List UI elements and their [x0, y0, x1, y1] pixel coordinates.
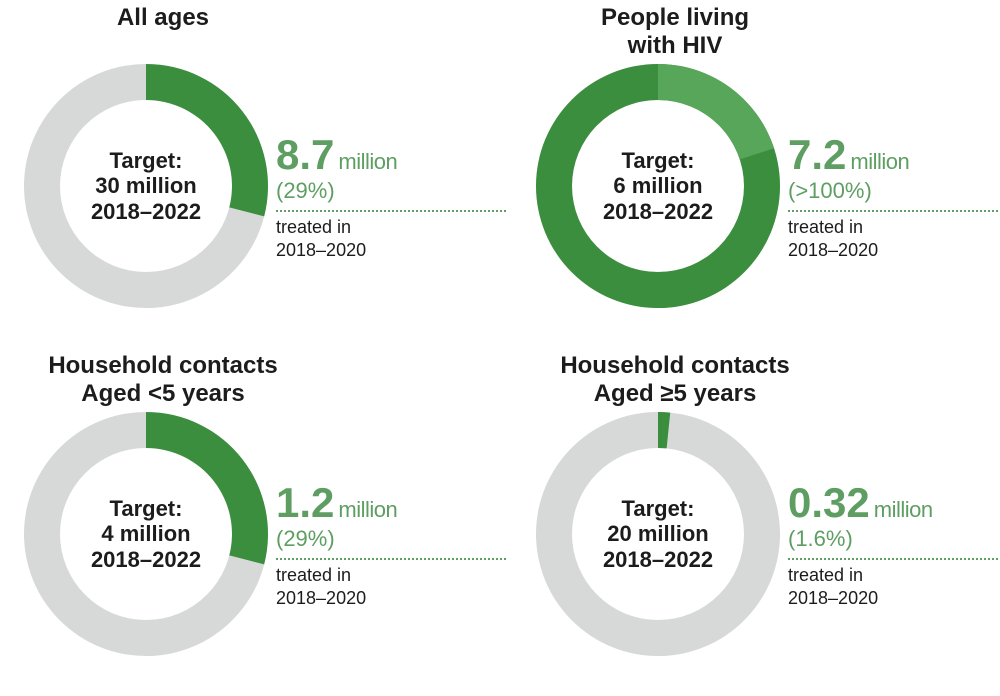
center-line-3: 2018–2022 [603, 199, 713, 224]
achieved-callout: 8.7million(29%)treated in2018–2020 [276, 134, 506, 261]
chart-grid: All agesTarget:30 million2018–20228.7mil… [0, 0, 1000, 696]
donut-center-label: Target:20 million2018–2022 [603, 496, 713, 572]
achieved-value: 7.2 [788, 134, 846, 176]
donut-center-label: Target:30 million2018–2022 [91, 148, 201, 224]
center-line-3: 2018–2022 [603, 547, 713, 572]
dotted-divider [788, 210, 1000, 212]
center-line-3: 2018–2022 [91, 547, 201, 572]
achieved-line: 7.2million [788, 134, 1000, 176]
donut-chart: Target:6 million2018–2022 [528, 56, 788, 316]
achieved-percent: (>100%) [788, 178, 1000, 204]
center-line-1: Target: [603, 496, 713, 521]
center-line-1: Target: [91, 148, 201, 173]
panel-title: All ages [33, 4, 293, 32]
achieved-unit: million [850, 151, 909, 173]
achieved-unit: million [338, 499, 397, 521]
panel-hh-ge5: Household contactsAged ≥5 yearsTarget:20… [500, 348, 1000, 696]
center-line-2: 6 million [603, 173, 713, 198]
panel-title: Household contactsAged ≥5 years [545, 352, 805, 407]
donut-chart: Target:20 million2018–2022 [528, 404, 788, 664]
treated-label: treated in2018–2020 [276, 564, 506, 609]
donut-segment-1 [658, 64, 774, 159]
donut-center-label: Target:6 million2018–2022 [603, 148, 713, 224]
dotted-divider [788, 558, 1000, 560]
donut-center-label: Target:4 million2018–2022 [91, 496, 201, 572]
treated-label: treated in2018–2020 [788, 564, 1000, 609]
center-line-2: 4 million [91, 521, 201, 546]
achieved-percent: (1.6%) [788, 526, 1000, 552]
achieved-unit: million [338, 151, 397, 173]
achieved-callout: 7.2million(>100%)treated in2018–2020 [788, 134, 1000, 261]
center-line-2: 30 million [91, 173, 201, 198]
achieved-unit: million [874, 499, 933, 521]
panel-all-ages: All ages Target:30 million2018–2022 8.7mil… [0, 0, 500, 348]
achieved-value: 0.32 [788, 482, 870, 524]
dotted-divider [276, 210, 506, 212]
achieved-callout: 0.32million(1.6%)treated in2018–2020 [788, 482, 1000, 609]
donut-chart: Target:4 million2018–2022 [16, 404, 276, 664]
center-line-2: 20 million [603, 521, 713, 546]
panel-plhiv: People livingwith HIV Target:6 million201… [500, 0, 1000, 348]
treated-label: treated in2018–2020 [788, 216, 1000, 261]
achieved-callout: 1.2million(29%)treated in2018–2020 [276, 482, 506, 609]
achieved-line: 1.2million [276, 482, 506, 524]
achieved-line: 8.7million [276, 134, 506, 176]
center-line-3: 2018–2022 [91, 199, 201, 224]
center-line-1: Target: [603, 148, 713, 173]
dotted-divider [276, 558, 506, 560]
center-line-1: Target: [91, 496, 201, 521]
achieved-value: 1.2 [276, 482, 334, 524]
panel-title: Household contactsAged <5 years [33, 352, 293, 407]
achieved-percent: (29%) [276, 178, 506, 204]
panel-hh-lt5: Household contactsAged <5 years Target:4 … [0, 348, 500, 696]
donut-chart: Target:30 million2018–2022 [16, 56, 276, 316]
achieved-percent: (29%) [276, 526, 506, 552]
panel-title: People livingwith HIV [545, 4, 805, 59]
achieved-value: 8.7 [276, 134, 334, 176]
treated-label: treated in2018–2020 [276, 216, 506, 261]
achieved-line: 0.32million [788, 482, 1000, 524]
